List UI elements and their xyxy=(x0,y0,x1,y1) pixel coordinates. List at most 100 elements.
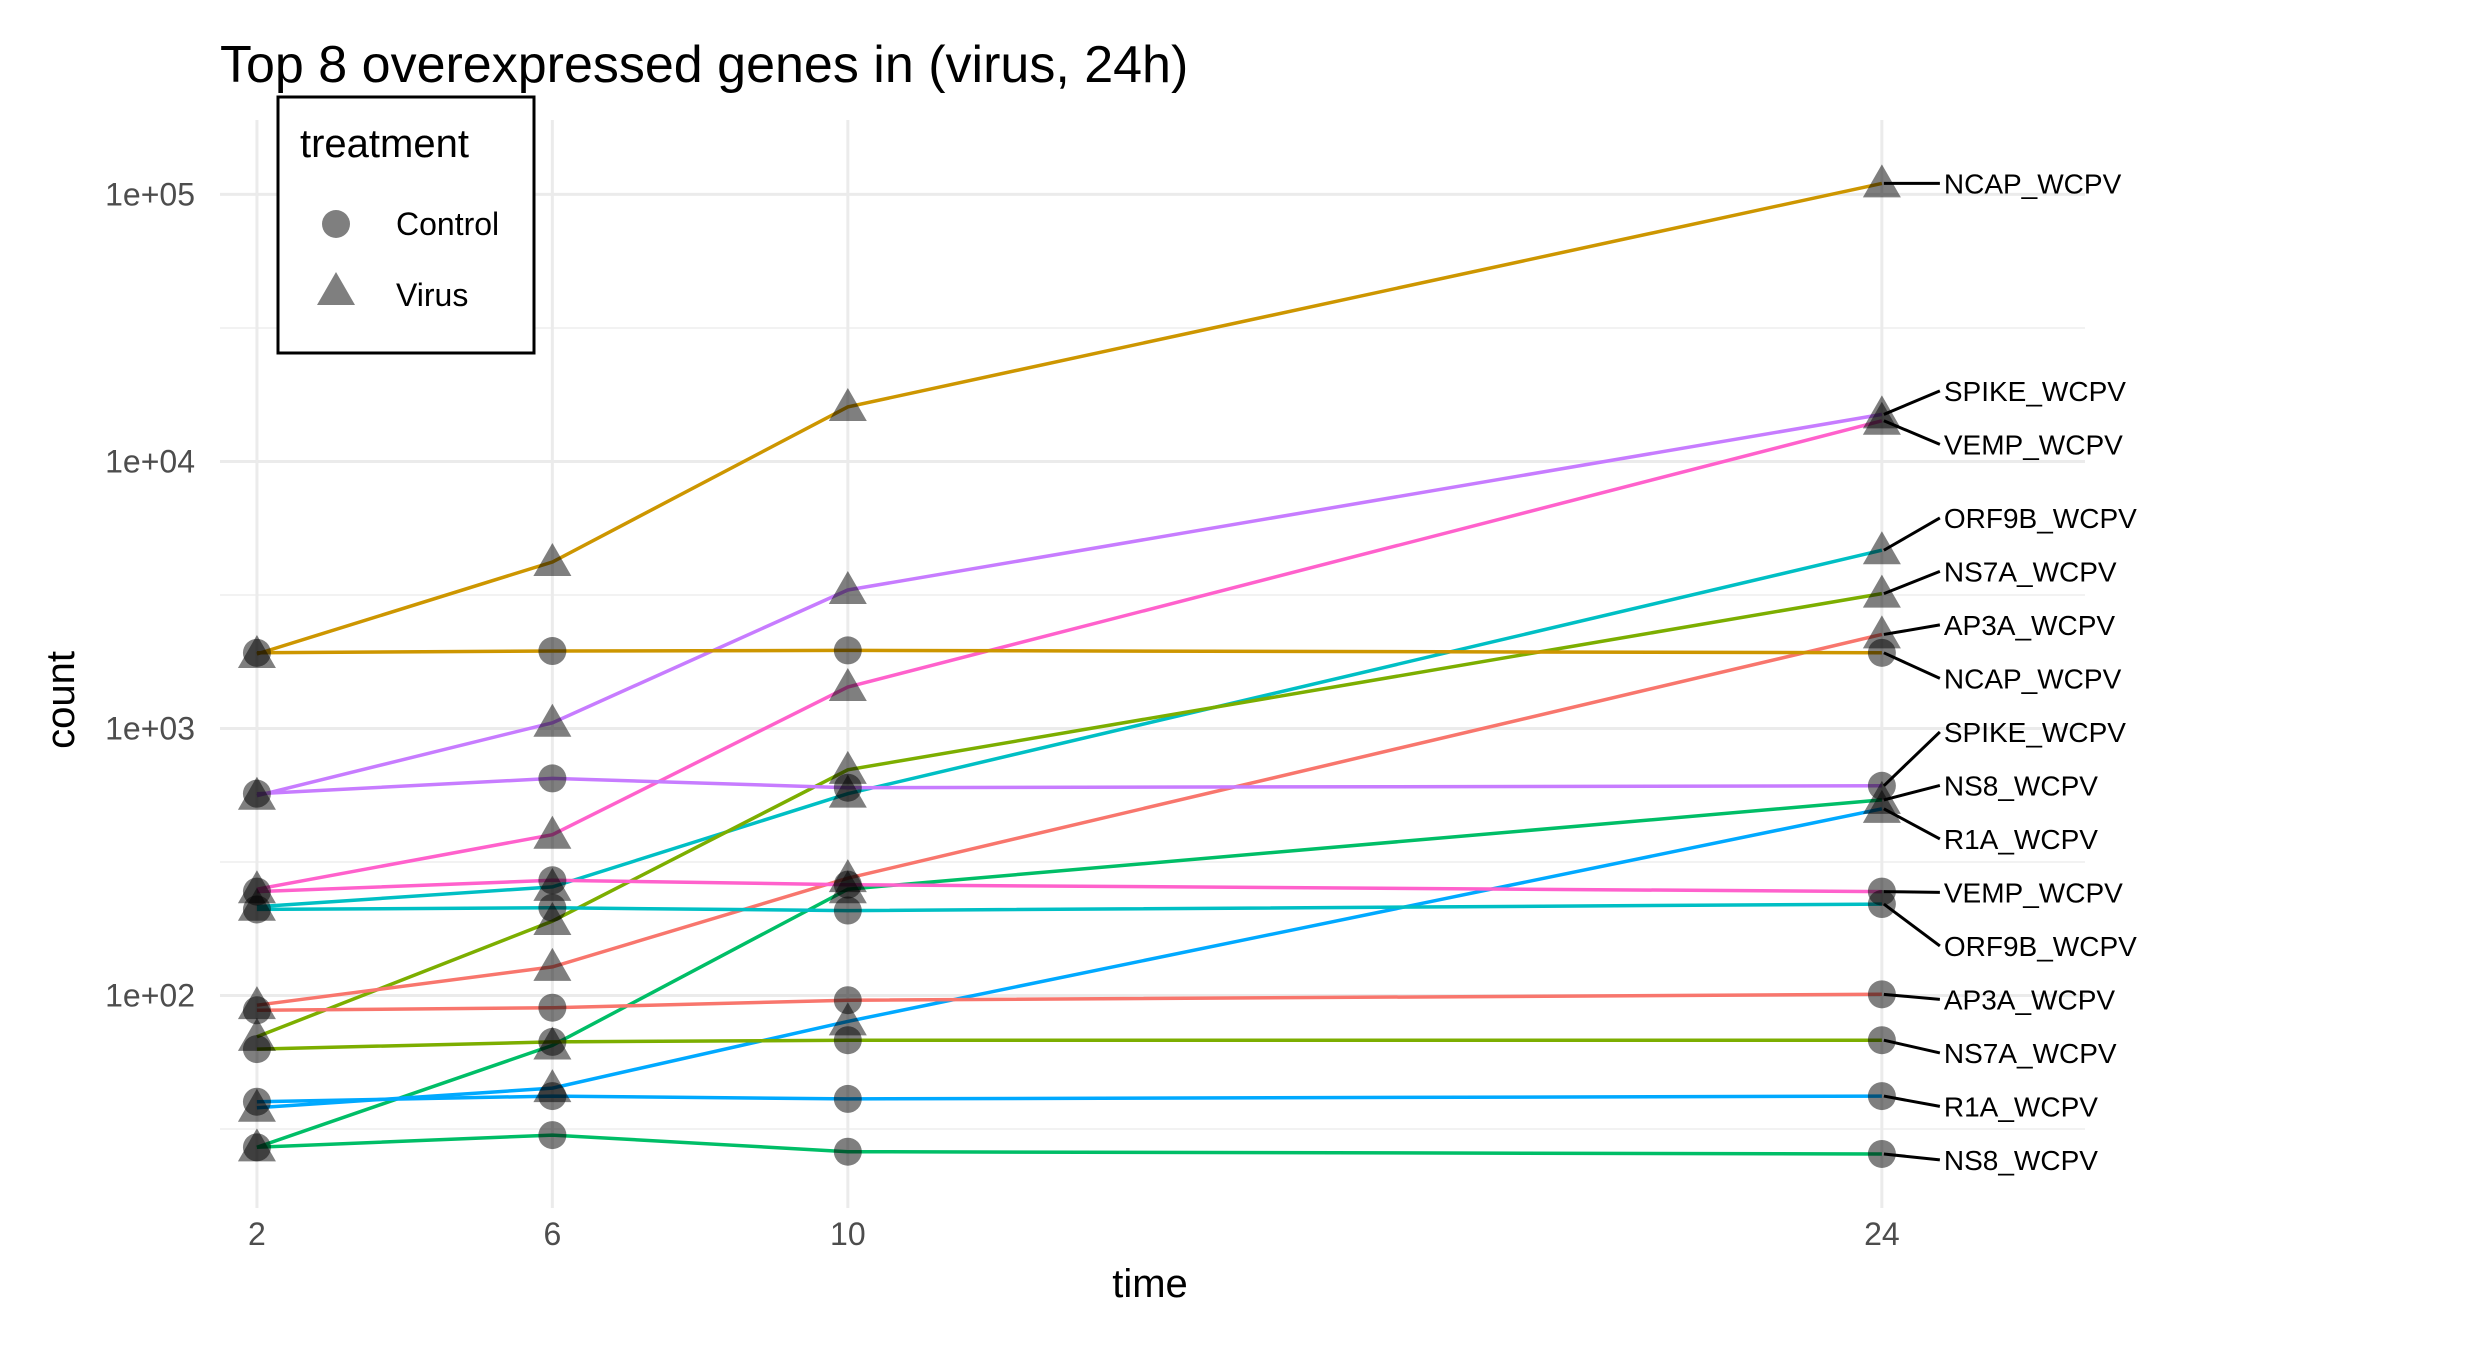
chart-title: Top 8 overexpressed genes in (virus, 24h… xyxy=(220,36,1188,94)
control-point xyxy=(833,1137,862,1166)
label-leader-line xyxy=(1883,890,1940,894)
series-end-label: R1A_WCPV xyxy=(1944,824,2098,855)
series-end-label: VEMP_WCPV xyxy=(1944,877,2123,908)
control-point xyxy=(1867,1026,1896,1055)
legend-box xyxy=(276,95,536,355)
series-line xyxy=(256,419,1883,891)
legend-label-control: Control xyxy=(396,206,499,242)
end-labels: NCAP_WCPV SPIKE_WCPV VEMP_WCPV ORF9B_WCPV NS… xyxy=(1882,168,2137,1176)
series-line xyxy=(256,776,1882,796)
control-point xyxy=(1867,980,1896,1009)
label-leader-line xyxy=(1883,419,1941,446)
virus-point xyxy=(828,667,867,701)
virus-point xyxy=(533,815,572,849)
control-point xyxy=(538,893,567,922)
control-point xyxy=(538,866,567,895)
control-point xyxy=(242,1035,271,1064)
y-axis: 1e+02 1e+03 1e+04 1e+05 xyxy=(105,176,195,1013)
label-leader-line xyxy=(1883,807,1941,841)
series-end-label: SPIKE_WCPV xyxy=(1944,376,2126,407)
series-line xyxy=(256,992,1882,1013)
x-tick-label: 2 xyxy=(248,1216,266,1252)
label-leader-line xyxy=(1883,623,1941,636)
series-line xyxy=(256,412,1883,798)
label-leader-line xyxy=(1883,1094,1941,1108)
label-leader-line xyxy=(1882,730,1941,787)
control-point xyxy=(833,986,862,1015)
series-line xyxy=(256,548,1883,909)
virus-point xyxy=(828,387,867,421)
virus-point xyxy=(1862,789,1901,823)
series-lines xyxy=(256,181,1883,1156)
label-leader-line xyxy=(1883,1152,1941,1162)
x-axis: 2 6 10 24 xyxy=(248,1216,1900,1252)
series-end-label: ORF9B_WCPV xyxy=(1944,503,2137,534)
series-end-label: R1A_WCPV xyxy=(1944,1091,2098,1122)
y-tick-label: 1e+02 xyxy=(105,977,195,1013)
legend-label-virus: Virus xyxy=(396,277,468,313)
series-line xyxy=(256,648,1882,655)
virus-point xyxy=(533,543,572,577)
virus-point xyxy=(828,571,867,605)
label-leader-line xyxy=(1883,389,1941,416)
control-point xyxy=(1867,771,1896,800)
x-tick-label: 24 xyxy=(1864,1216,1900,1252)
control-point xyxy=(242,1133,271,1162)
label-leader-line xyxy=(1883,570,1941,595)
series-end-label: NS7A_WCPV xyxy=(1944,556,2117,587)
series-end-label: NS7A_WCPV xyxy=(1944,1038,2117,1069)
series-line xyxy=(256,878,1882,894)
control-point xyxy=(242,1087,271,1116)
virus-point xyxy=(533,703,572,737)
control-point xyxy=(242,895,271,924)
control-point xyxy=(538,1027,567,1056)
virus-point xyxy=(1862,401,1901,435)
control-point xyxy=(1867,890,1896,919)
virus-point xyxy=(828,1002,867,1036)
label-leader-line xyxy=(1883,651,1941,680)
control-point xyxy=(833,1084,862,1113)
series-line xyxy=(256,1038,1882,1051)
y-tick-label: 1e+03 xyxy=(105,710,195,746)
virus-point xyxy=(1862,615,1901,649)
label-leader-line xyxy=(1883,1038,1941,1055)
series-end-label: NCAP_WCPV xyxy=(1944,663,2122,694)
y-tick-label: 1e+05 xyxy=(105,176,195,212)
series-end-label: VEMP_WCPV xyxy=(1944,429,2123,460)
control-point xyxy=(538,637,567,666)
control-point xyxy=(538,764,567,793)
x-axis-title: time xyxy=(1112,1262,1188,1306)
y-axis-title: count xyxy=(39,651,83,749)
series-line xyxy=(256,1094,1882,1104)
label-leader-line xyxy=(1883,992,1941,1001)
control-point xyxy=(1867,638,1896,667)
virus-point xyxy=(1862,164,1901,198)
series-line xyxy=(256,591,1883,1039)
control-point xyxy=(242,996,271,1025)
legend-title: treatment xyxy=(300,122,469,166)
series-line xyxy=(256,181,1883,656)
control-point xyxy=(538,993,567,1022)
series-end-label: AP3A_WCPV xyxy=(1944,984,2115,1015)
control-point xyxy=(242,638,271,667)
virus-point xyxy=(828,750,867,784)
control-point xyxy=(833,773,862,802)
control-point xyxy=(833,636,862,665)
control-point xyxy=(242,779,271,808)
series-end-label: SPIKE_WCPV xyxy=(1944,717,2126,748)
series-end-label: NS8_WCPV xyxy=(1944,770,2098,801)
virus-point xyxy=(1862,574,1901,608)
x-tick-label: 6 xyxy=(543,1216,561,1252)
control-point xyxy=(833,896,862,925)
y-tick-label: 1e+04 xyxy=(105,443,195,479)
control-point xyxy=(538,1121,567,1150)
series-end-label: AP3A_WCPV xyxy=(1944,610,2115,641)
control-point xyxy=(538,1082,567,1111)
series-line xyxy=(256,902,1882,913)
series-line xyxy=(256,632,1883,1007)
legend: treatment Control Virus xyxy=(276,95,536,355)
control-point xyxy=(833,1026,862,1055)
legend-circle-icon xyxy=(322,210,350,238)
series-line xyxy=(256,1133,1882,1156)
